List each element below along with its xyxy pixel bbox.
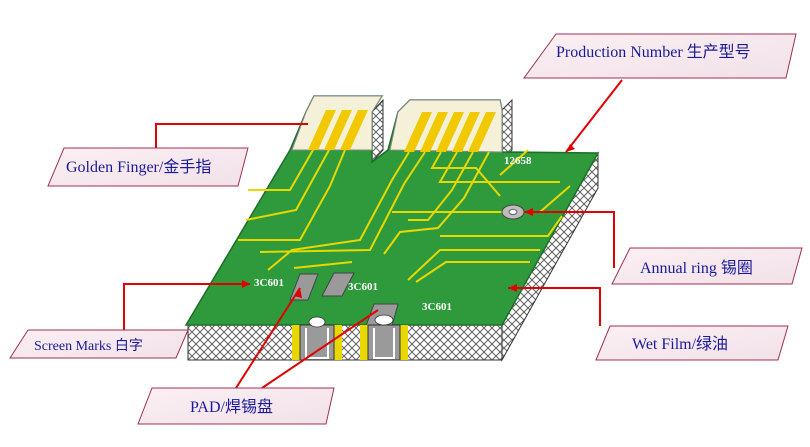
callout-pad-2 — [261, 309, 379, 389]
label-screen-marks: Screen Marks 白字 — [9, 329, 189, 359]
callout-arrowheads — [242, 144, 575, 298]
callout-wet-film — [508, 287, 601, 326]
label-production-number-text: Production Number 生产型号 — [556, 43, 751, 61]
label-pad-text: PAD/焊锡盘 — [190, 397, 273, 416]
pcb-board: 12658 3C601 3C601 3C601 — [184, 95, 600, 362]
board-front-edge — [187, 324, 503, 361]
screen-mark-1: 3C601 — [254, 277, 284, 289]
label-annual-ring: Annual ring 锡圈 — [611, 247, 803, 285]
label-golden-finger-text: Golden Finger/金手指 — [66, 158, 211, 176]
callout-golden-finger — [155, 123, 308, 148]
callout-lines — [123, 79, 623, 389]
callout-production-number — [565, 79, 623, 153]
notch-edge-2 — [501, 98, 513, 162]
callout-annual-ring — [524, 211, 615, 268]
label-golden-finger: Golden Finger/金手指 — [47, 147, 249, 187]
label-annual-ring-text: Annual ring 锡圈 — [640, 259, 753, 277]
label-production-number: Production Number 生产型号 — [523, 33, 797, 79]
screen-mark-3: 3C601 — [422, 301, 452, 313]
label-pad: PAD/焊锡盘 — [137, 387, 335, 425]
label-wet-film-text: Wet Film/绿油 — [632, 335, 728, 353]
annual-ring — [501, 204, 525, 220]
copper-traces — [238, 149, 571, 283]
callout-pad — [235, 287, 301, 389]
through-holes — [292, 314, 408, 361]
label-wet-film: Wet Film/绿油 — [595, 325, 789, 361]
part-number: 12658 — [504, 155, 532, 167]
callout-screen-marks — [123, 283, 250, 332]
screen-mark-2: 3C601 — [348, 281, 378, 293]
pad-2 — [321, 272, 355, 297]
label-screen-marks-text: Screen Marks 白字 — [34, 338, 143, 354]
golden-fingers — [308, 110, 496, 152]
